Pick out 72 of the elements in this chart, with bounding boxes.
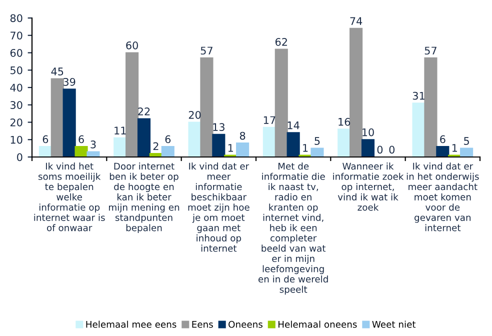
bar (274, 48, 288, 157)
legend-label: Helemaal oneens (278, 320, 357, 328)
bar (412, 102, 426, 157)
legend-label: Weet niet (372, 320, 416, 328)
y-tick-label: 50 (10, 66, 22, 74)
data-label: 17 (264, 116, 276, 124)
x-tick-label: Door internet ben ik beter op de hoogte en kan ik beter mijn mening en standpunten bepalen (109, 162, 180, 234)
data-label: 57 (200, 46, 212, 55)
data-label: 62 (275, 38, 287, 46)
data-label: 74 (350, 17, 362, 25)
data-label: 5 (464, 137, 469, 145)
data-label: 45 (51, 68, 64, 76)
data-label: 11 (114, 126, 126, 134)
y-tick-label: 40 (10, 84, 22, 92)
x-tick-label: Ik vind het soms moeilijk te bepalen welke informatie op internet waar is of onwaar (34, 162, 105, 232)
legend-label: Eens (192, 320, 213, 328)
data-label: 0 (389, 146, 395, 154)
bar (236, 142, 250, 157)
bar (212, 134, 226, 157)
data-label: 60 (126, 41, 138, 50)
data-label: 57 (424, 46, 436, 55)
bar (137, 118, 151, 157)
y-tick-label: 60 (10, 48, 22, 57)
y-tick-label: 0 (17, 153, 22, 162)
category-label: Met de informatie die ik naast tv, radio en kranten op internet vind, heb ik een completer beeld van wat er in mijn leefomgeving en in de wereld speelt (258, 162, 328, 295)
bar (350, 28, 363, 157)
data-label: 10 (362, 128, 374, 136)
bar (310, 148, 324, 157)
bar (126, 52, 139, 157)
y-tick-label: 20 (10, 118, 22, 126)
data-label: 31 (412, 92, 424, 100)
x-tick-label: Wanneer ik informatie zoek op internet, vind ik wat ik zoek (333, 162, 404, 211)
bar (86, 151, 100, 157)
data-label: 1 (303, 144, 308, 152)
bar (436, 146, 450, 157)
data-label: 22 (138, 107, 150, 116)
data-label: 5 (314, 137, 320, 145)
y-tick-label: 10 (10, 136, 22, 144)
bar (262, 126, 276, 157)
data-label: 1 (228, 144, 233, 152)
data-label: 6 (42, 135, 48, 144)
legend-label: Oneens (228, 320, 262, 328)
data-label: 13 (213, 123, 224, 132)
data-label: 0 (377, 146, 383, 154)
data-label: 20 (188, 110, 201, 119)
data-label: 6 (165, 135, 171, 144)
legend-label: Helemaal mee eens (86, 320, 176, 328)
data-label: 39 (64, 78, 76, 86)
bar (74, 146, 88, 157)
bar (361, 139, 375, 157)
bar (338, 128, 351, 157)
bar (200, 57, 214, 157)
data-label: 16 (338, 118, 350, 126)
y-tick-label: 70 (10, 32, 22, 40)
data-label: 6 (440, 135, 446, 144)
y-tick-label: 30 (10, 101, 22, 109)
bar (424, 57, 438, 157)
bar (460, 148, 474, 157)
y-tick-label: 80 (10, 14, 22, 22)
data-label: 14 (288, 122, 300, 130)
category-label: Ik vind dat er meer informatie beschikbaar moet zijn hoe je om moet gaan met inhoud op internet (188, 162, 250, 252)
bar (188, 122, 202, 157)
bar (62, 88, 76, 157)
data-label: 6 (78, 135, 84, 144)
data-label: 1 (452, 144, 457, 152)
bar (286, 132, 300, 157)
data-label: 8 (240, 132, 246, 140)
data-label: 2 (153, 142, 158, 150)
bar (50, 78, 64, 157)
x-tick-label: Ik vind dat er in het onderwijs meer aandacht moet komen voor de gevaren van internet (406, 162, 479, 232)
bar (161, 146, 174, 157)
data-label: 3 (90, 140, 96, 148)
